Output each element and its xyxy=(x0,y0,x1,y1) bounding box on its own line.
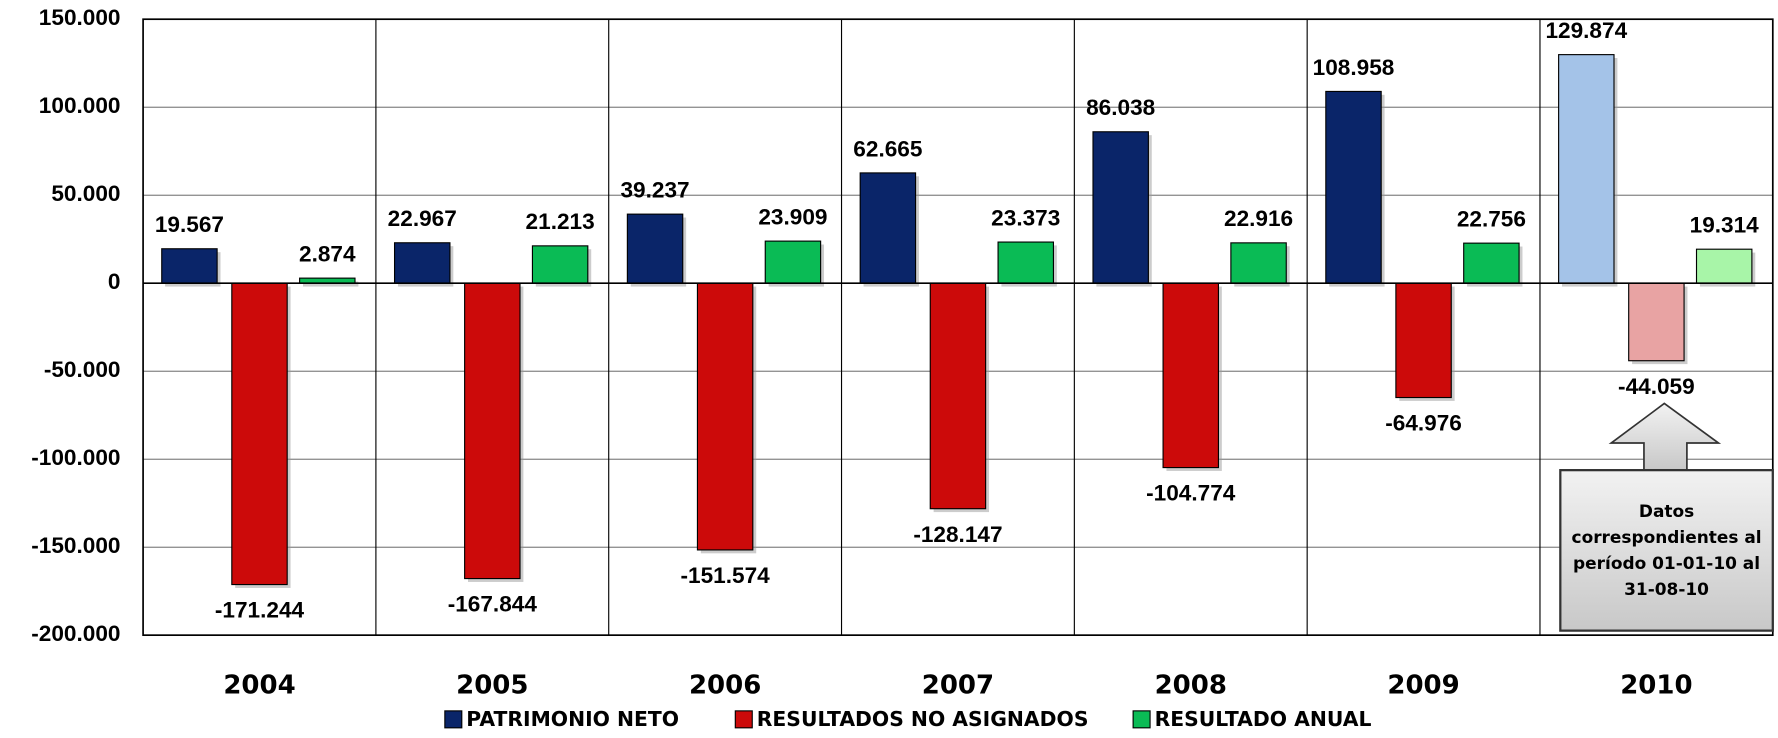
bar xyxy=(764,240,822,284)
value-label: 19.314 xyxy=(1690,213,1760,238)
x-tick-label: 2005 xyxy=(456,671,528,701)
legend-swatch xyxy=(1132,710,1151,729)
bar xyxy=(1395,282,1452,399)
bar xyxy=(1230,242,1287,284)
annotation-arrow xyxy=(1608,402,1722,471)
value-label: 22.916 xyxy=(1224,206,1293,231)
y-tick-label: 50.000 xyxy=(51,181,120,206)
annotation-line: 31-08-10 xyxy=(1624,579,1709,599)
value-label: 108.958 xyxy=(1313,55,1395,80)
bar xyxy=(1325,90,1382,284)
legend-label: RESULTADOS NO ASIGNADOS xyxy=(757,707,1089,731)
bar-shadow xyxy=(303,281,359,287)
y-tick-label: -150.000 xyxy=(31,533,120,558)
annotation-text: Datos correspondientes al período 01-01-10… xyxy=(1572,501,1762,599)
bar xyxy=(1463,242,1520,284)
annotation-box xyxy=(1559,469,1774,632)
legend-label: RESULTADO ANUAL xyxy=(1155,707,1372,731)
x-tick-label: 2006 xyxy=(689,671,761,701)
bar xyxy=(859,172,917,284)
value-label: 23.373 xyxy=(991,205,1060,230)
bar xyxy=(531,245,589,284)
marks xyxy=(143,54,1773,588)
bar xyxy=(997,241,1055,284)
legend-label: PATRIMONIO NETO xyxy=(466,707,679,731)
value-label: -44.059 xyxy=(1618,374,1695,399)
annotation-line: correspondientes al xyxy=(1572,527,1762,547)
value-label: 62.665 xyxy=(853,136,922,161)
bar xyxy=(626,213,684,284)
bar xyxy=(1628,282,1685,362)
x-tick-label: 2010 xyxy=(1620,671,1692,701)
y-tick-label: -50.000 xyxy=(44,357,121,382)
value-label: -171.244 xyxy=(215,598,305,623)
value-label: 22.756 xyxy=(1457,207,1526,232)
y-tick-label: 150.000 xyxy=(39,5,121,30)
y-tick-label: -200.000 xyxy=(31,621,120,646)
annotation-line: Datos xyxy=(1639,501,1694,521)
value-label: 21.213 xyxy=(526,209,595,234)
value-label: -64.976 xyxy=(1385,411,1462,436)
value-label: 19.567 xyxy=(155,212,224,237)
y-tick-label: -100.000 xyxy=(31,445,120,470)
y-tick-label: 0 xyxy=(108,269,121,294)
value-label: -104.774 xyxy=(1146,481,1236,506)
value-label: -151.574 xyxy=(681,563,771,588)
bar xyxy=(1092,131,1149,284)
bar xyxy=(1162,282,1220,469)
annotation xyxy=(1559,402,1774,632)
y-tick-label: 100.000 xyxy=(39,93,121,118)
bar xyxy=(1695,248,1753,284)
value-label: 86.038 xyxy=(1086,95,1155,120)
bar xyxy=(1558,54,1615,284)
bar xyxy=(464,282,521,580)
legend: PATRIMONIO NETO RESULTADOS NO ASIGNADOS RE… xyxy=(444,707,1372,731)
bar xyxy=(231,282,288,586)
value-label: 2.874 xyxy=(299,241,356,266)
value-label: 129.874 xyxy=(1545,18,1627,43)
annotation-line: período 01-01-10 al xyxy=(1573,553,1760,573)
value-label: 23.909 xyxy=(758,204,827,229)
x-tick-label: 2008 xyxy=(1155,671,1227,701)
bar xyxy=(161,248,218,284)
legend-swatch xyxy=(444,710,463,729)
bar xyxy=(696,282,754,551)
value-label: -128.147 xyxy=(913,522,1002,547)
legend-swatch xyxy=(734,710,753,729)
value-label: 22.967 xyxy=(388,206,457,231)
bar xyxy=(393,242,451,284)
plot-frame xyxy=(142,18,1774,637)
value-label: -167.844 xyxy=(448,592,538,617)
x-tick-label: 2009 xyxy=(1387,671,1459,701)
x-tick-label: 2004 xyxy=(223,671,295,701)
bar xyxy=(929,282,987,510)
x-tick-label: 2007 xyxy=(922,671,994,701)
value-label: 39.237 xyxy=(621,178,690,203)
